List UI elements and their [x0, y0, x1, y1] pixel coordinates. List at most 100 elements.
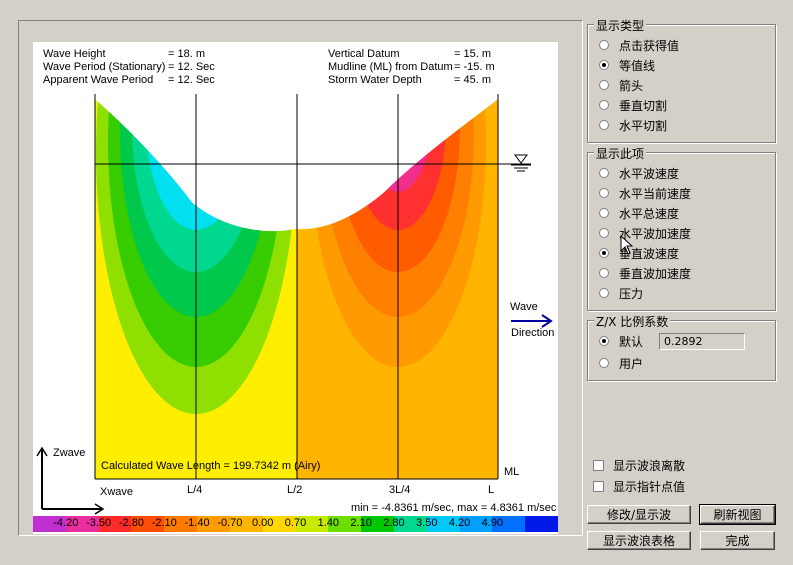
legend-swatch — [426, 516, 460, 532]
legend-swatch — [393, 516, 427, 532]
show-pointer-values-checkbox[interactable]: 显示指针点值 — [593, 478, 685, 494]
show-wave-dispersion-label: 显示波浪离散 — [613, 458, 686, 473]
display-item-option-label: 水平波加速度 — [619, 226, 692, 241]
radio-indicator[interactable] — [599, 358, 609, 368]
display-type-option-label: 水平切割 — [619, 118, 668, 133]
scale-default-radio[interactable]: 默认 — [599, 332, 643, 350]
display-item-option-label: 水平波速度 — [619, 166, 680, 181]
refresh-view-button[interactable]: 刷新视图 — [699, 504, 776, 525]
radio-indicator[interactable] — [599, 80, 609, 90]
legend-swatch — [65, 516, 99, 532]
x-axis-label: Xwave — [100, 486, 134, 498]
legend-value: 2.80 — [383, 517, 405, 529]
color-legend — [33, 516, 558, 532]
radio-indicator[interactable] — [599, 336, 609, 346]
scale-user-radio[interactable]: 用户 — [599, 354, 643, 372]
info-label: Storm Water Depth — [328, 74, 422, 86]
x-tick: L/4 — [187, 484, 203, 496]
radio-indicator[interactable] — [599, 248, 609, 258]
legend-value: -2.10 — [151, 517, 177, 529]
legend-value: 3.50 — [416, 517, 438, 529]
legend-swatch — [131, 516, 165, 532]
done-button[interactable]: 完成 — [700, 531, 775, 550]
legend-swatch — [492, 516, 526, 532]
radio-indicator[interactable] — [599, 228, 609, 238]
legend-value: -0.70 — [217, 517, 243, 529]
axis-arrows-icon — [36, 446, 105, 515]
legend-swatch — [525, 516, 558, 532]
info-label: Wave Period (Stationary) — [43, 61, 166, 73]
info-value: = 45. m — [454, 74, 491, 86]
info-left: Wave Height = 18. m Wave Period (Stationa… — [43, 48, 215, 87]
legend-value: -2.80 — [118, 517, 144, 529]
display-type-title: 显示类型 — [594, 17, 647, 34]
color-legend-labels: -4.20 -3.50 -2.80 -2.10 -1.40 -0.70 0.00 0.70 1.… — [33, 516, 558, 532]
radio-indicator[interactable] — [599, 288, 609, 298]
display-item-option[interactable]: 垂直波速度 — [599, 244, 679, 262]
info-label: Mudline (ML) from Datum — [328, 61, 453, 73]
display-item-option[interactable]: 压力 — [599, 284, 643, 302]
wave-length-text: Calculated Wave Length = 199.7342 m (Air… — [101, 460, 321, 472]
scale-default-label: 默认 — [619, 334, 644, 349]
display-type-option[interactable]: 箭头 — [599, 76, 643, 94]
display-type-option-label: 等值线 — [619, 58, 656, 73]
show-pointer-values-label: 显示指针点值 — [613, 479, 686, 494]
legend-value: 0.00 — [251, 517, 274, 529]
scale-value-field[interactable]: 0.2892 — [659, 333, 745, 350]
legend-swatch — [98, 516, 132, 532]
radio-indicator[interactable] — [599, 188, 609, 198]
plot-area[interactable]: Wave Height = 18. m Wave Period (Stationa… — [33, 42, 558, 534]
scale-group: Z/X 比例系数 — [587, 313, 776, 381]
min-max-text: min = -4.8361 m/sec, max = 4.8361 m/sec — [351, 502, 557, 514]
legend-swatch — [164, 516, 198, 532]
wave-label: Wave — [510, 301, 538, 313]
display-item-option[interactable]: 水平总速度 — [599, 204, 679, 222]
display-type-group: 显示类型 — [587, 17, 776, 143]
info-value: = 12. Sec — [168, 74, 215, 86]
info-value: = 12. Sec — [168, 61, 215, 73]
display-item-option-label: 水平当前速度 — [619, 186, 692, 201]
legend-swatch — [33, 516, 66, 532]
direction-label: Direction — [511, 327, 555, 339]
legend-value: -3.50 — [86, 517, 112, 529]
display-item-option[interactable]: 水平波速度 — [599, 164, 679, 182]
display-type-option[interactable]: 等值线 — [599, 56, 655, 74]
radio-indicator[interactable] — [599, 120, 609, 130]
info-value: = 15. m — [454, 48, 491, 60]
radio-indicator[interactable] — [599, 40, 609, 50]
modify-wave-button[interactable]: 修改/显示波 — [587, 505, 691, 524]
display-item-option-label: 垂直波速度 — [619, 246, 680, 261]
legend-swatch — [459, 516, 493, 532]
info-label: Vertical Datum — [328, 48, 400, 60]
radio-indicator[interactable] — [599, 208, 609, 218]
legend-swatch — [262, 516, 296, 532]
checkbox-box[interactable] — [593, 459, 604, 471]
show-wave-table-button[interactable]: 显示波浪表格 — [587, 531, 691, 550]
display-type-option-label: 箭头 — [619, 78, 644, 93]
legend-swatch — [197, 516, 230, 532]
scale-title: Z/X 比例系数 — [594, 313, 671, 330]
display-item-option[interactable]: 水平波加速度 — [599, 224, 691, 242]
display-item-option[interactable]: 水平当前速度 — [599, 184, 691, 202]
display-type-option[interactable]: 点击获得值 — [599, 36, 679, 54]
still-water-icon — [511, 154, 531, 172]
radio-indicator[interactable] — [599, 100, 609, 110]
radio-indicator[interactable] — [599, 168, 609, 178]
x-tick: L — [488, 484, 495, 496]
legend-swatch — [229, 516, 263, 532]
display-item-title: 显示此项 — [594, 145, 647, 162]
checkbox-box[interactable] — [593, 480, 604, 492]
show-wave-dispersion-checkbox[interactable]: 显示波浪离散 — [593, 457, 685, 473]
display-item-option[interactable]: 垂直波加速度 — [599, 264, 691, 282]
info-label: Wave Height — [43, 48, 106, 60]
info-label: Apparent Wave Period — [43, 74, 154, 86]
wave-direction-arrow-icon — [511, 314, 553, 328]
display-type-option[interactable]: 水平切割 — [599, 116, 667, 134]
radio-indicator[interactable] — [599, 268, 609, 278]
legend-swatch — [328, 516, 362, 532]
mouse-cursor-icon — [620, 235, 634, 255]
legend-value: 0.70 — [284, 517, 307, 529]
radio-indicator[interactable] — [599, 60, 609, 70]
legend-value: -1.40 — [184, 517, 210, 529]
display-type-option[interactable]: 垂直切割 — [599, 96, 667, 114]
